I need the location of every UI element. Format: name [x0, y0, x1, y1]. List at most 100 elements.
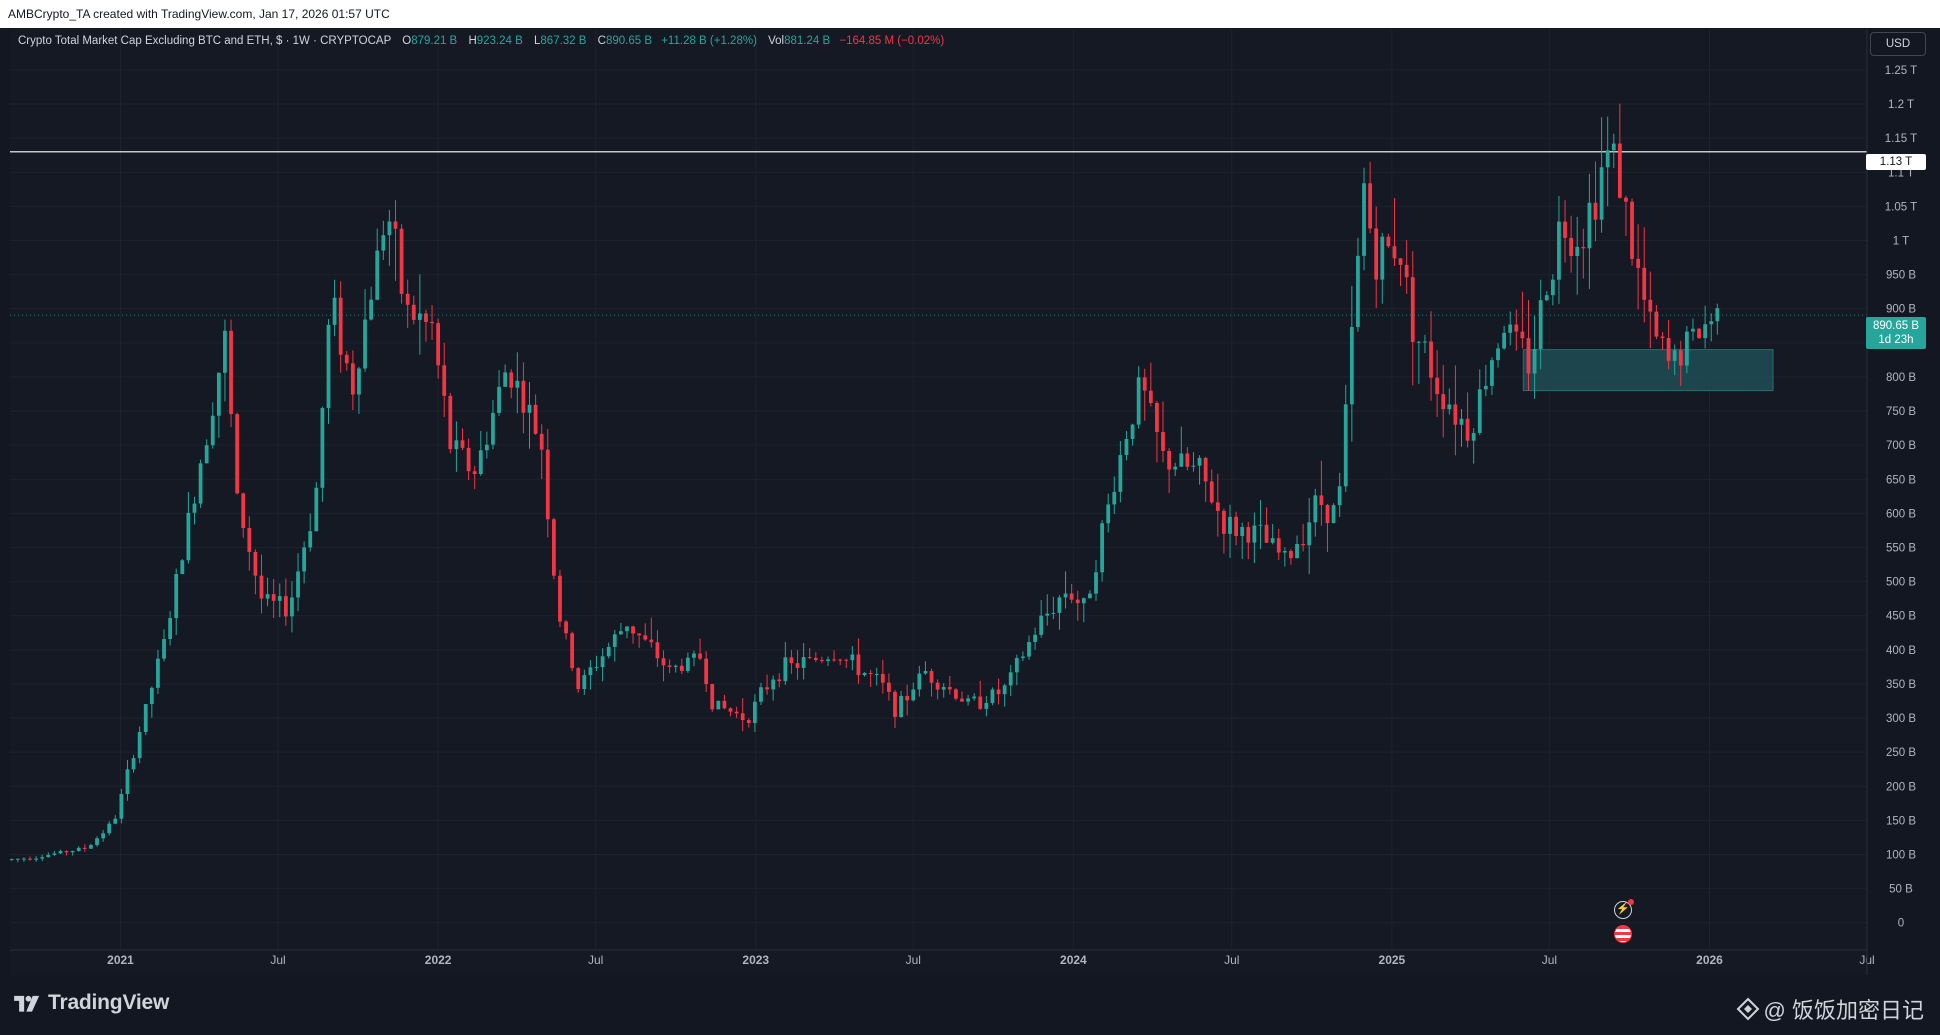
candle-down	[1222, 510, 1226, 534]
currency-button[interactable]: USD	[1870, 32, 1926, 56]
candle-down	[253, 551, 258, 576]
y-tick-label: 750 B	[1886, 406, 1916, 418]
candle-up	[1002, 685, 1007, 695]
candle-down	[521, 380, 526, 413]
candle-down	[448, 395, 453, 450]
candle-down	[229, 330, 233, 415]
y-tick-label: 100 B	[1886, 849, 1916, 861]
candle-up	[296, 571, 300, 598]
candle-down	[430, 321, 434, 324]
candle-up	[1508, 324, 1513, 333]
y-tick-label: 1.15 T	[1885, 133, 1917, 145]
candle-down	[905, 695, 910, 701]
candle-up	[1021, 656, 1025, 659]
candle-down	[1410, 277, 1415, 342]
candle-down	[661, 658, 666, 666]
candle-down	[1276, 538, 1281, 553]
candle-up	[1599, 167, 1604, 220]
tradingview-brand: TradingView	[48, 991, 170, 1014]
bar-countdown: 1d 23h	[1878, 334, 1914, 346]
candle-up	[1550, 279, 1555, 296]
candle-up	[186, 512, 191, 561]
candle-up	[1051, 612, 1056, 614]
candle-down	[1678, 350, 1683, 366]
candle-down	[259, 575, 264, 599]
candle-up	[1416, 341, 1421, 343]
candle-down	[350, 363, 355, 395]
candle-down	[1581, 246, 1586, 249]
candle-down	[1185, 453, 1190, 467]
lightning-icon[interactable]: ⚡	[1614, 901, 1632, 919]
candle-up	[941, 686, 946, 690]
candle-down	[893, 691, 897, 717]
x-tick-label: Jul	[1224, 953, 1239, 967]
candle-up	[1112, 491, 1117, 505]
y-tick-label: 50 B	[1889, 884, 1913, 896]
tradingview-logo-icon	[14, 995, 40, 1012]
candle-down	[570, 633, 575, 669]
candle-up	[76, 847, 81, 851]
candle-down	[1264, 524, 1269, 543]
symbol-legend[interactable]: Crypto Total Market Cap Excluding BTC an…	[18, 35, 944, 47]
candle-up	[1118, 455, 1123, 492]
us-flag-icon[interactable]	[1614, 925, 1632, 943]
candle-down	[1234, 516, 1238, 537]
candle-up	[1130, 424, 1135, 439]
candle-up	[1337, 486, 1342, 506]
candle-down	[558, 575, 562, 622]
y-tick-label: 350 B	[1886, 679, 1916, 691]
candle-down	[710, 684, 715, 710]
candle-down	[1289, 551, 1293, 559]
candle-down	[777, 679, 782, 682]
candle-up	[1008, 672, 1013, 686]
candle-up	[1356, 255, 1360, 328]
tradingview-logo[interactable]: TradingView	[12, 991, 169, 1015]
y-tick-label: 450 B	[1886, 611, 1916, 623]
credit-bar: AMBCrypto_TA created with TradingView.co…	[0, 0, 1940, 28]
candle-down	[880, 673, 885, 683]
candle-up	[874, 673, 879, 675]
candle-down	[1453, 404, 1458, 425]
x-tick-label: 2023	[742, 953, 769, 967]
watermark: @ 饭饭加密日记	[1736, 993, 1924, 1025]
candle-down	[704, 658, 709, 685]
price-chart[interactable]: 0 50 B 100 B 150 B 200 B 250 B 300 B 350 B 400 B…	[0, 0, 1940, 975]
candle-up	[375, 250, 380, 300]
candle-down	[344, 354, 349, 364]
candle-down	[82, 847, 87, 849]
candle-down	[551, 519, 556, 576]
candle-down	[807, 657, 812, 659]
candle-down	[247, 528, 252, 552]
candle-down	[643, 635, 648, 640]
candle-down	[1465, 418, 1470, 441]
candle-up	[625, 626, 629, 632]
candle-down	[1660, 336, 1665, 339]
candle-down	[1435, 377, 1440, 395]
high-value: 923.24 B	[476, 35, 523, 47]
candle-down	[746, 720, 751, 724]
candle-up	[1282, 551, 1287, 553]
candle-down	[1404, 264, 1409, 278]
candle-up	[381, 235, 386, 251]
candle-up	[478, 450, 483, 475]
candle-down	[1636, 258, 1641, 268]
candle-up	[204, 445, 209, 464]
candle-up	[1587, 202, 1592, 249]
diamond-logo-icon	[1736, 997, 1759, 1021]
candle-down	[765, 687, 769, 690]
candle-up	[1611, 143, 1616, 151]
last-price-tag: 890.65 B 1d 23h	[1866, 317, 1926, 349]
candle-up	[70, 850, 75, 853]
candle-up	[52, 853, 57, 855]
candle-down	[820, 659, 824, 661]
y-tick-label: 300 B	[1886, 713, 1916, 725]
candle-up	[107, 823, 112, 834]
candle-up	[972, 696, 977, 699]
y-tick-label: 1.05 T	[1885, 201, 1917, 213]
chart-pane[interactable]	[10, 29, 1867, 975]
candle-down	[655, 642, 660, 659]
candle-up	[46, 854, 51, 858]
open-value: 879.21 B	[411, 35, 458, 47]
candle-down	[1648, 299, 1653, 312]
candle-down	[283, 596, 288, 617]
